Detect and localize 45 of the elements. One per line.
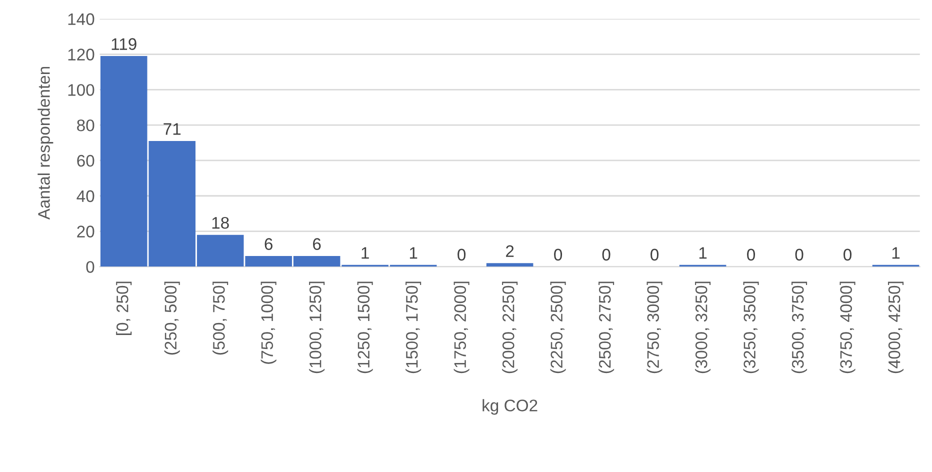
- data-label: 6: [264, 238, 272, 250]
- data-label: 0: [458, 248, 466, 261]
- x-tick-label: (4000, 4250]: [888, 282, 904, 374]
- data-label: 71: [164, 123, 181, 135]
- x-tick-label: (2500, 2750]: [598, 282, 614, 374]
- data-label: 0: [554, 248, 562, 261]
- data-label: 0: [795, 248, 804, 261]
- x-axis-title: kg CO2: [482, 399, 538, 415]
- y-tick-label: 100: [68, 84, 94, 96]
- x-tick-label: (2750, 3000]: [646, 282, 662, 374]
- x-tick-label: (500, 750]: [212, 282, 228, 355]
- data-label: 1: [699, 247, 707, 259]
- x-tick-label: (3750, 4000]: [840, 282, 856, 374]
- data-label: 2: [506, 245, 514, 257]
- data-label: 18: [212, 216, 229, 229]
- y-tick-label: 20: [77, 226, 94, 238]
- x-tick-label: (1750, 2000]: [454, 282, 470, 374]
- y-tick-label: 140: [68, 13, 94, 26]
- x-tick-label: [0, 250]: [116, 282, 132, 335]
- y-tick-label: 0: [86, 261, 94, 273]
- data-label: 6: [313, 238, 321, 250]
- x-tick-label: (3500, 3750]: [792, 282, 808, 374]
- data-label: 1: [410, 247, 418, 259]
- data-label: 119: [112, 38, 136, 50]
- x-tick-label: (1250, 1500]: [357, 282, 373, 374]
- y-axis-title: Aantal respondenten: [38, 66, 54, 220]
- data-label: 0: [747, 248, 756, 261]
- x-tick-label: (1500, 1750]: [406, 282, 422, 374]
- y-tick-label: 60: [77, 154, 94, 167]
- y-tick-label: 80: [77, 119, 94, 132]
- x-tick-label: (750, 1000]: [260, 282, 276, 364]
- x-tick-label: (2250, 2500]: [550, 282, 566, 374]
- data-label: 0: [844, 248, 852, 261]
- x-tick-label: (3250, 3500]: [743, 282, 759, 374]
- x-tick-label: (1000, 1250]: [309, 282, 325, 374]
- x-tick-label: (250, 500]: [164, 282, 180, 355]
- x-tick-label: (2000, 2250]: [502, 282, 518, 374]
- data-label: 0: [602, 248, 610, 261]
- data-label: 1: [362, 247, 369, 259]
- y-tick-label: 40: [76, 190, 94, 202]
- data-label: 0: [650, 248, 659, 261]
- x-tick-label: (3000, 3250]: [695, 282, 711, 374]
- bar: [486, 263, 534, 267]
- data-label: 1: [892, 247, 900, 259]
- y-tick-label: 120: [68, 48, 94, 60]
